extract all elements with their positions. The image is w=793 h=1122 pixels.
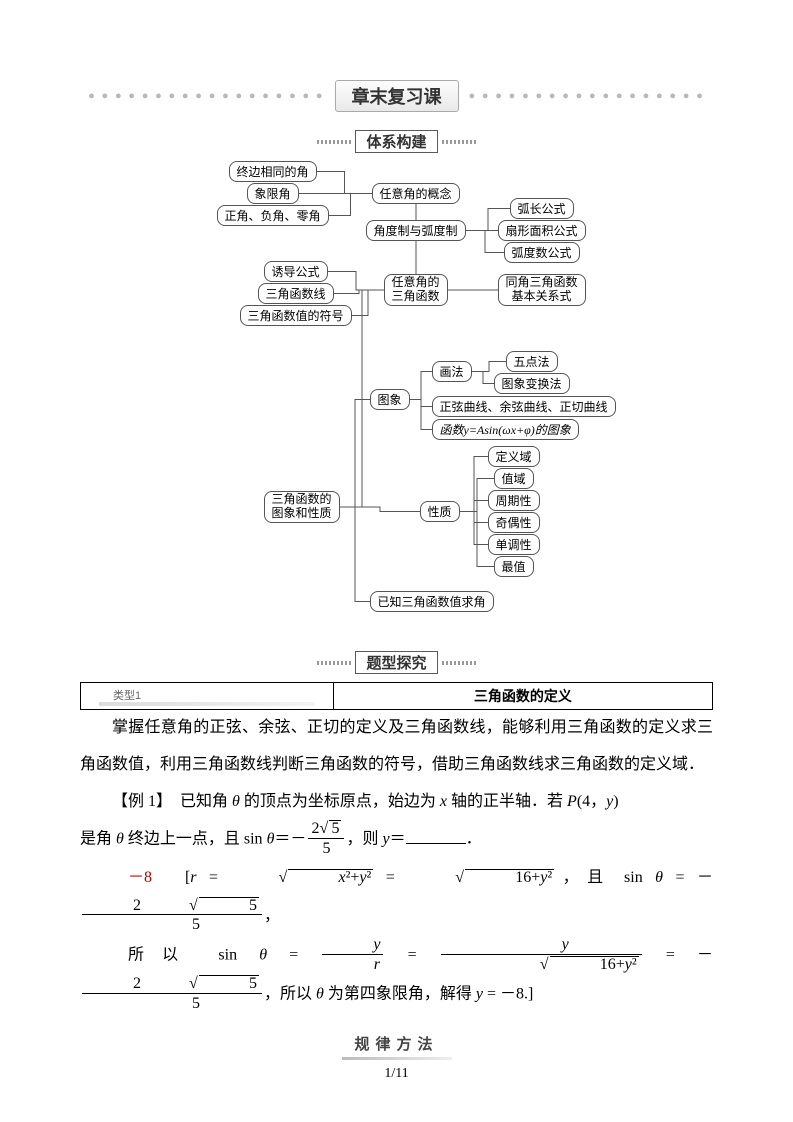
- concept-map: 终边相同的角象限角正角、负角、零角 任意角的概念弧长公式扇形面积公式弧度数公式 角度…: [162, 161, 632, 641]
- frac-2sqrt5-5-b: 2√55: [82, 897, 262, 936]
- concept-node: 诱导公式: [264, 261, 328, 282]
- concept-node: 终边相同的角: [229, 161, 317, 182]
- answer: －8: [128, 869, 152, 886]
- answer-blank: [406, 843, 466, 844]
- concept-node: 定义域: [488, 446, 540, 467]
- concept-node: 扇形面积公式: [498, 220, 586, 241]
- p-args: (4，: [577, 793, 606, 810]
- sol-f: ，所以 θ 为第四象限角，解得 y = －8.]: [264, 986, 533, 1003]
- q2-a: 是角: [80, 831, 116, 848]
- concept-node: 三角函数线: [258, 283, 334, 304]
- concept-node: 象限角: [247, 183, 299, 204]
- concept-node: 三角函数值的符号: [240, 305, 352, 326]
- type-number: 类型1: [113, 687, 141, 703]
- q-text-a: 已知角: [180, 793, 232, 810]
- q2-b: 终边上一点，且 sin: [124, 831, 267, 848]
- concept-node: 五点法: [506, 351, 558, 372]
- title-dots-right: ● ● ● ● ● ● ● ● ● ● ● ● ● ● ● ● ● ●: [469, 90, 705, 102]
- rule-underline: [342, 1057, 452, 1060]
- concept-node: 奇偶性: [488, 512, 540, 533]
- rule-label: 规律方法: [352, 1033, 440, 1054]
- concept-node: 单调性: [488, 534, 540, 555]
- sqrt-x2y2: √x²+y²: [230, 860, 373, 897]
- section-build-row: 体系构建: [80, 130, 713, 153]
- eq-neg: ＝－: [274, 831, 306, 848]
- sqrt-16y2: √16+y²: [407, 860, 554, 897]
- solution-line1: －8 [r = √x²+y² = √16+y²，且 sin θ = －2√55，: [80, 860, 713, 936]
- period: ．: [466, 831, 482, 848]
- sol-a: [r =: [185, 869, 231, 886]
- concept-node: 图象变换法: [494, 373, 570, 394]
- section-bar-right: [442, 140, 476, 144]
- example-question-line1: 【例 1】 已知角 θ 的顶点为坐标原点，始边为 x 轴的正半轴．若 P(4，y…: [80, 784, 713, 821]
- concept-node: 角度制与弧度制: [366, 220, 466, 241]
- title-dots-left: ● ● ● ● ● ● ● ● ● ● ● ● ● ● ● ● ● ●: [88, 90, 324, 102]
- section-explore-label: 题型探究: [355, 651, 437, 674]
- q2-c: ，则: [346, 831, 382, 848]
- section-explore-row: 题型探究: [80, 651, 713, 674]
- concept-node: 周期性: [488, 490, 540, 511]
- concept-node: 任意角的三角函数: [384, 274, 448, 306]
- concept-node: 值域: [494, 468, 534, 489]
- p-expr: P: [567, 793, 577, 810]
- frac-y-r: yr: [322, 936, 383, 975]
- chapter-title: 章末复习课: [335, 80, 459, 112]
- chapter-title-row: ● ● ● ● ● ● ● ● ● ● ● ● ● ● ● ● ● ● 章末复习…: [80, 80, 713, 112]
- type-title-cell: 三角函数的定义: [333, 683, 712, 710]
- concept-node: 弧长公式: [510, 198, 574, 219]
- x-var: x: [440, 793, 447, 810]
- concept-node: 弧度数公式: [504, 242, 580, 263]
- concept-node: 性质: [420, 501, 460, 522]
- concept-node: 图象: [370, 389, 410, 410]
- intro-paragraph: 掌握任意角的正弦、余弦、正切的定义及三角函数线，能够利用三角函数的定义求三角函数…: [80, 710, 713, 784]
- comma: ，: [264, 907, 280, 924]
- concept-node: 最值: [494, 556, 534, 577]
- frac-2sqrt5-5-c: 2√55: [82, 975, 262, 1014]
- example-label: 【例 1】: [112, 793, 164, 810]
- q-text-c: 轴的正半轴．若: [447, 793, 567, 810]
- concept-node: 画法: [432, 361, 472, 382]
- type-table: 类型1 三角函数的定义: [80, 682, 713, 710]
- y-var: y: [382, 831, 389, 848]
- concept-node: 三角函数的图象和性质: [264, 491, 340, 523]
- concept-node: 任意角的概念: [372, 183, 460, 204]
- q-text-b: 的顶点为坐标原点，始边为: [240, 793, 440, 810]
- theta: θ: [232, 793, 240, 810]
- concept-node: 正弦曲线、余弦曲线、正切曲线: [432, 396, 616, 417]
- concept-node: 同角三角函数基本关系式: [498, 274, 586, 306]
- body-text: 掌握任意角的正弦、余弦、正切的定义及三角函数线，能够利用三角函数的定义求三角函数…: [80, 710, 713, 1015]
- section-bar-right: [442, 661, 476, 665]
- type-label-underline: [99, 702, 315, 706]
- section-bar-left: [317, 140, 351, 144]
- sol-b: ，且 sin θ = －: [554, 869, 713, 886]
- frac-2sqrt5-5: 2√55: [308, 820, 344, 859]
- concept-node: 正角、负角、零角: [217, 205, 329, 226]
- solution-line2: 所以 sin θ = yr = y√16+y² = －2√55，所以 θ 为第四…: [80, 936, 713, 1015]
- concept-node: 函数y=Asin(ωx+φ)的图象: [432, 419, 579, 440]
- type-label-cell: 类型1: [81, 683, 334, 710]
- section-build-label: 体系构建: [355, 130, 437, 153]
- concept-node: 已知三角函数值求角: [370, 591, 494, 612]
- section-bar-left: [317, 661, 351, 665]
- page-number: 1/11: [0, 1066, 793, 1082]
- frac-y-sqrt: y√16+y²: [441, 936, 642, 975]
- rule-row: 规律方法: [80, 1033, 713, 1060]
- example-question-line2: 是角 θ 终边上一点，且 sin θ＝－2√55，则 y＝．: [80, 820, 713, 859]
- theta: θ: [116, 831, 124, 848]
- sol-c: 所以 sin θ =: [128, 946, 320, 963]
- equals: ＝: [390, 831, 406, 848]
